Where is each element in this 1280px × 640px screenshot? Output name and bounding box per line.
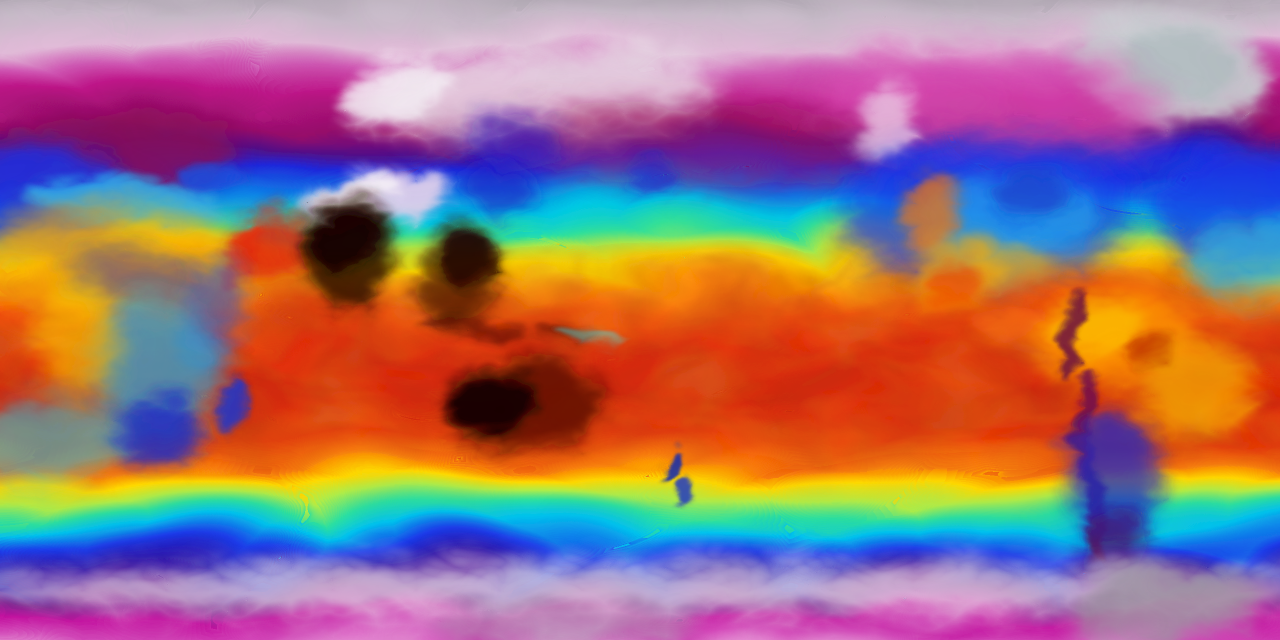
global-grain-texture xyxy=(0,0,1280,640)
global-temperature-map: Global surface temperature heatmap on an… xyxy=(0,0,1280,640)
temperature-field-svg xyxy=(0,0,1280,640)
